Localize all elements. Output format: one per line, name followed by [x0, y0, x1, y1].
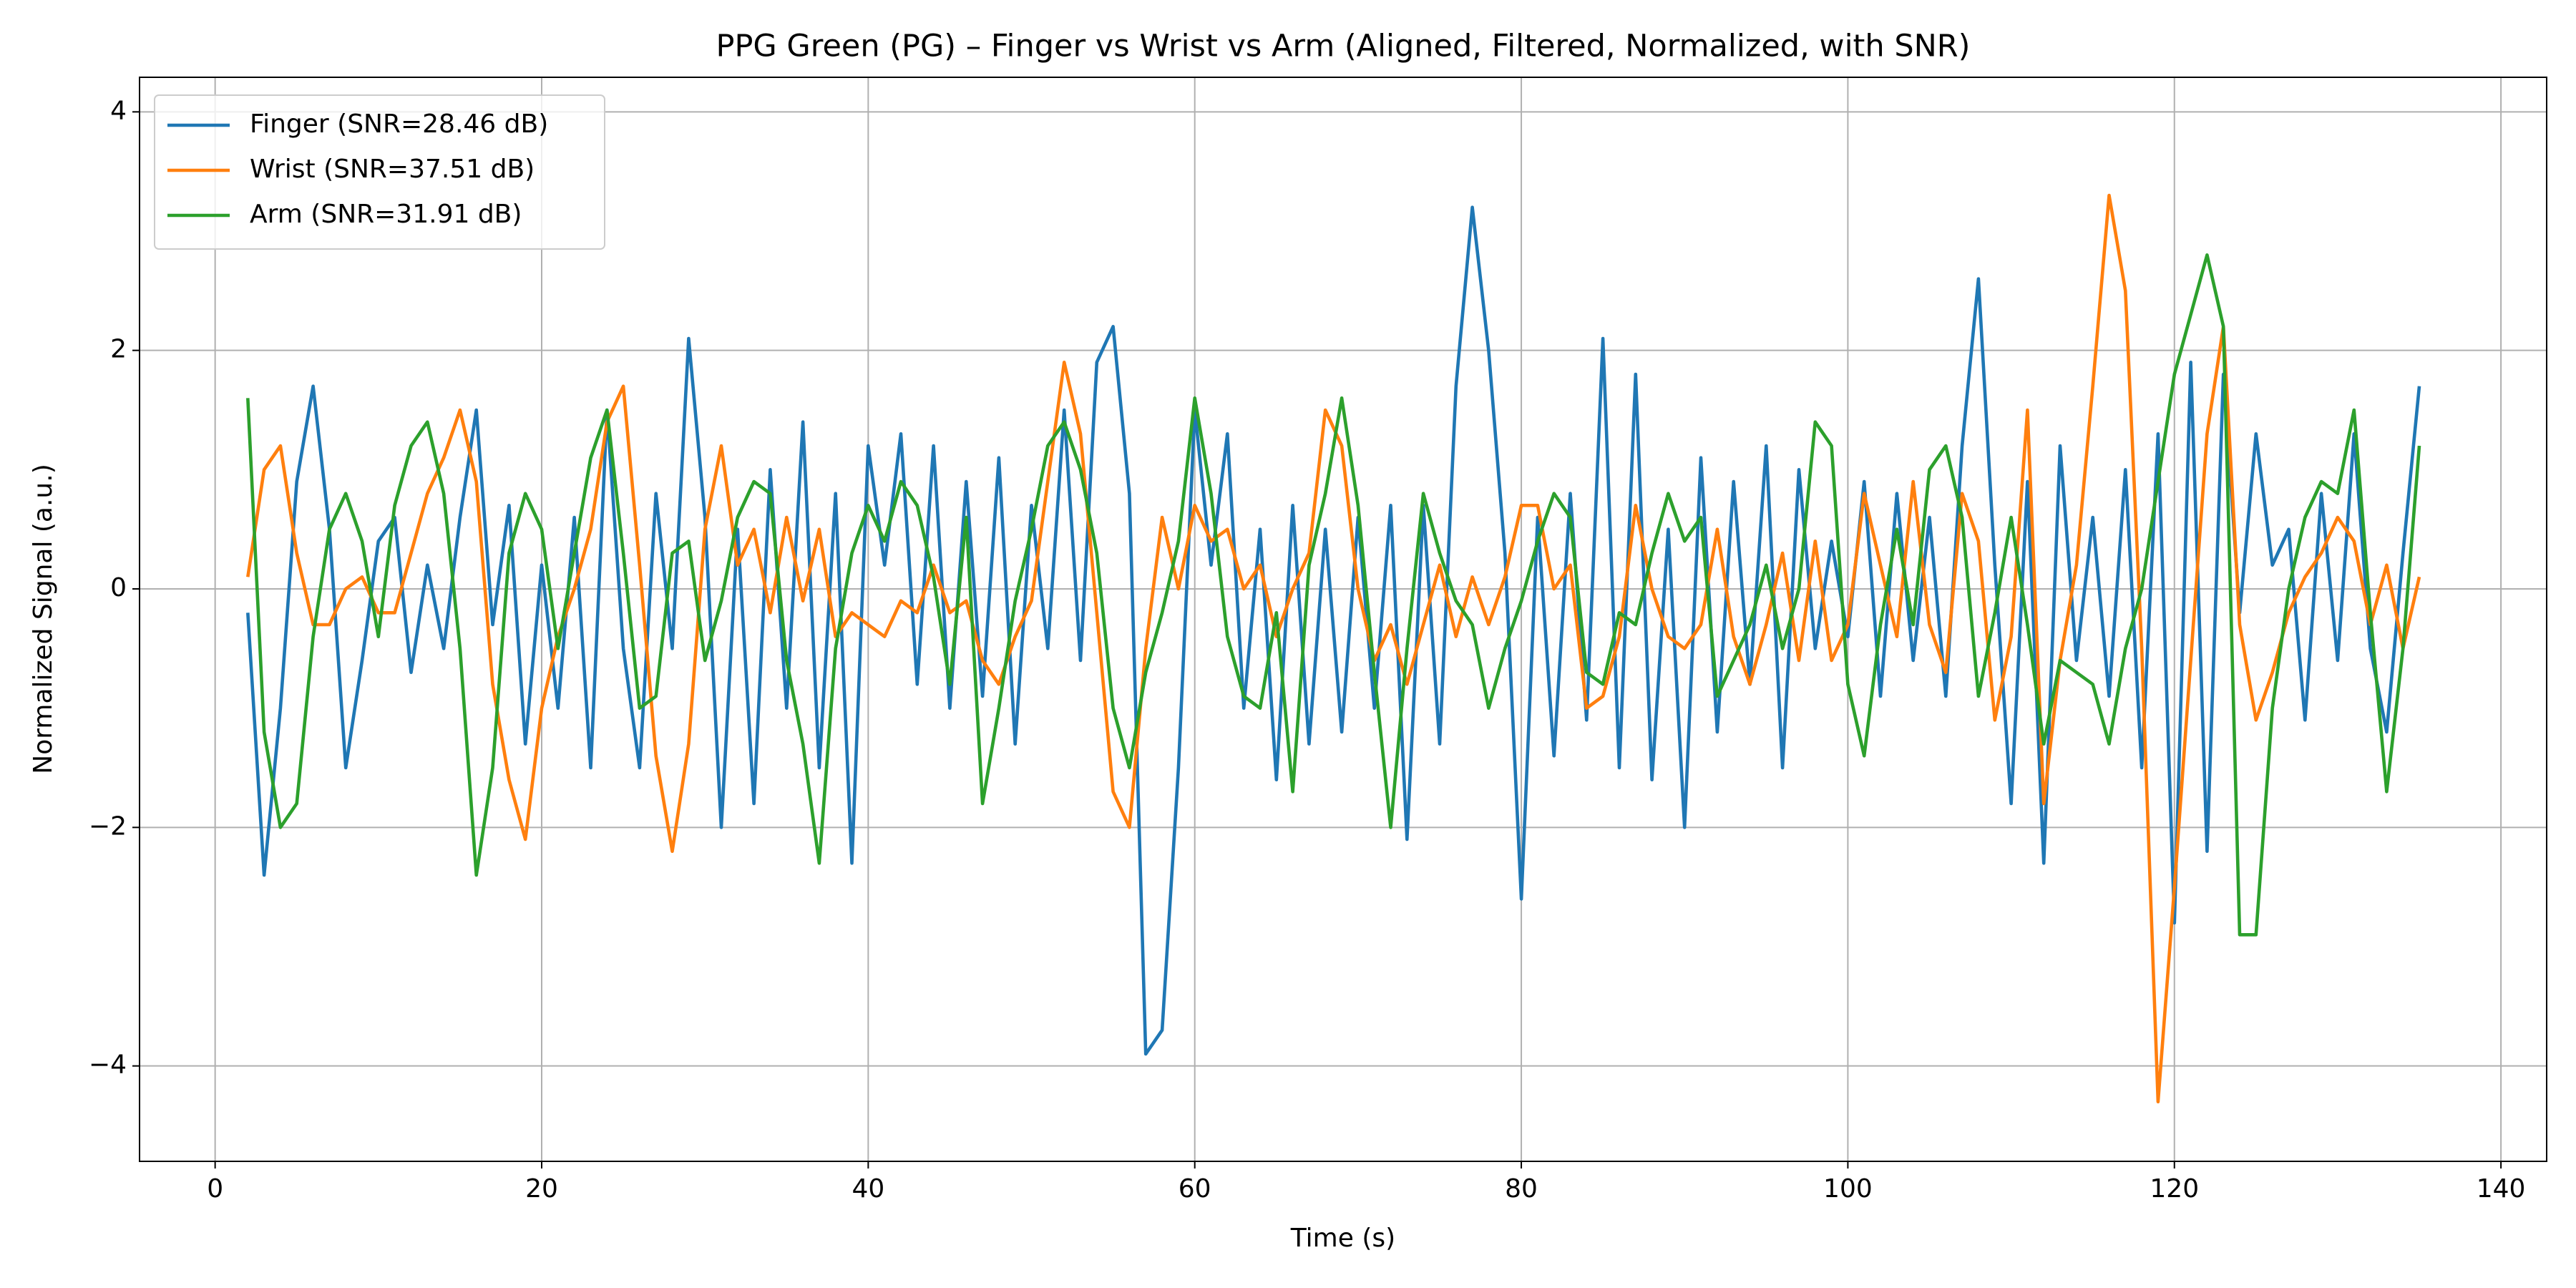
- x-axis-label: Time (s): [1290, 1224, 1395, 1253]
- legend-label: Arm (SNR=31.91 dB): [250, 200, 522, 229]
- y-tick-label: 0: [110, 573, 127, 602]
- legend-box: [154, 94, 605, 250]
- series-line: [246, 253, 2421, 937]
- y-tick-label: 4: [110, 96, 127, 125]
- plot-frame: [139, 77, 2547, 1162]
- y-axis-label: Normalized Signal (a.u.): [29, 464, 58, 774]
- x-tick-label: 100: [1823, 1174, 1873, 1204]
- legend: Finger (SNR=28.46 dB) Wrist (SNR=37.51 dB…: [154, 94, 605, 250]
- series-line: [246, 205, 2421, 1056]
- x-tick-label: 0: [207, 1174, 223, 1204]
- x-tick-label: 60: [1179, 1174, 1211, 1204]
- y-tick-label: −2: [89, 811, 127, 841]
- x-tick-label: 40: [852, 1174, 884, 1204]
- x-tick-label: 120: [2150, 1174, 2199, 1204]
- y-tick-label: −4: [89, 1050, 127, 1080]
- legend-label: Finger (SNR=28.46 dB): [250, 109, 548, 139]
- y-tick-label: 2: [110, 335, 127, 364]
- x-tick-label: 20: [525, 1174, 558, 1204]
- series-line: [246, 193, 2421, 1103]
- x-tick-label: 140: [2477, 1174, 2526, 1204]
- x-tick-label: 80: [1505, 1174, 1538, 1204]
- legend-label: Wrist (SNR=37.51 dB): [250, 155, 535, 184]
- chart-title: PPG Green (PG) – Finger vs Wrist vs Arm …: [716, 29, 1971, 64]
